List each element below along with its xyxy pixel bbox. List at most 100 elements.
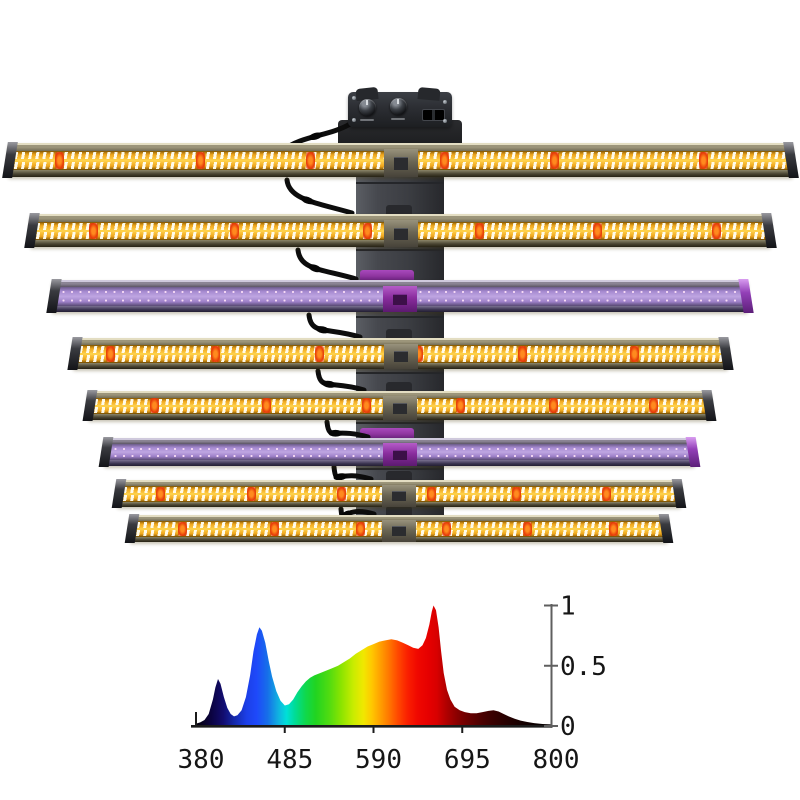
x-tick-label: 590 [355,745,402,775]
bar-mount [383,149,418,177]
rail-seam [356,468,444,470]
red-led-cluster [648,398,658,414]
dimmer-knob-right [390,98,407,115]
y-tick-label: 1 [560,592,576,622]
mount-clamp [392,449,407,461]
mount-clamp [393,293,407,306]
red-led-cluster [210,346,220,362]
red-led-cluster [230,222,240,240]
red-led-cluster [593,222,603,240]
red-led-cluster [336,486,346,501]
x-tick-label: 695 [444,745,491,775]
rail-seam [356,422,444,424]
bar-frame [104,438,695,445]
red-led-cluster [315,346,325,362]
bar-frame [130,515,668,522]
mount-clamp [392,491,406,502]
red-led-cluster [629,346,639,362]
knob-label-mark [360,119,374,121]
rail-seam [356,316,444,318]
led-bar-5 [82,390,717,421]
uv-rail-clamp [360,270,414,280]
bar-frame [73,338,728,346]
rail-clamp [386,506,412,515]
red-led-cluster [355,521,365,536]
uv-rail-clamp [360,428,414,438]
cable-connector [308,132,323,141]
rail-clamp [386,205,412,214]
red-led-cluster [602,486,612,501]
rail-seam [356,182,444,184]
red-led-cluster [196,151,206,170]
cable-connector [315,326,330,334]
bar-mount [383,219,418,247]
knob-label-mark [391,118,405,120]
power-cable [295,247,359,282]
led-bar-6-uv [98,437,701,467]
led-bar-8 [124,514,674,543]
bar-mount [382,519,416,542]
controller-wing-right [417,87,441,101]
mount-clamp [393,351,408,363]
red-led-cluster [511,486,521,501]
red-led-cluster [518,346,528,362]
controller-box [348,86,452,127]
dimmer-knob-left [359,99,376,116]
rail-clamp [386,329,412,338]
screw [352,118,356,122]
red-led-cluster [89,222,99,240]
bar-frame [117,480,681,487]
red-led-cluster [262,398,272,414]
red-led-cluster [105,346,115,362]
led-bar-4 [67,337,734,370]
power-cable [306,312,363,340]
red-led-cluster [156,486,166,501]
red-led-cluster [549,151,559,170]
red-led-cluster [442,521,452,536]
screw [352,96,356,100]
led-bar-3-uv [46,279,754,313]
x-tick-label: 800 [533,745,580,775]
bar-frame [30,214,771,222]
output-port [422,109,445,121]
x-tick-label: 485 [266,745,313,775]
red-led-cluster [306,151,316,170]
cable-connector [322,380,336,388]
red-led-cluster [439,151,449,170]
bar-mount [383,343,418,369]
rail-seam [356,372,444,374]
bar-mount [382,443,417,466]
red-led-cluster [363,222,373,240]
red-led-cluster [362,398,372,414]
red-led-cluster [246,486,256,501]
led-bar-1 [2,142,799,178]
cable-connector [328,429,343,437]
red-led-cluster [413,346,423,362]
red-led-cluster [427,486,437,501]
red-led-cluster [150,398,160,414]
red-led-cluster [474,222,484,240]
cable-connector [300,196,315,205]
rail-clamp [386,382,412,391]
led-bar-2 [24,213,777,248]
led-bar-7 [111,479,687,508]
x-tick-label: 380 [178,745,225,775]
red-led-cluster [178,521,188,536]
red-led-cluster [698,151,708,170]
red-led-cluster [549,398,559,414]
red-led-cluster [711,222,721,240]
y-tick-label: 0.5 [560,652,607,682]
bar-frame [88,391,711,398]
bar-frame [52,280,748,288]
bar-frame [8,143,793,151]
rail-clamp [386,471,412,480]
cable-connector [308,264,322,273]
screw [443,119,447,123]
red-led-cluster [522,521,532,536]
power-cable [284,177,355,216]
mount-clamp [393,228,408,240]
mount-clamp [392,526,406,537]
red-led-cluster [455,398,465,414]
red-led-cluster [55,151,65,170]
